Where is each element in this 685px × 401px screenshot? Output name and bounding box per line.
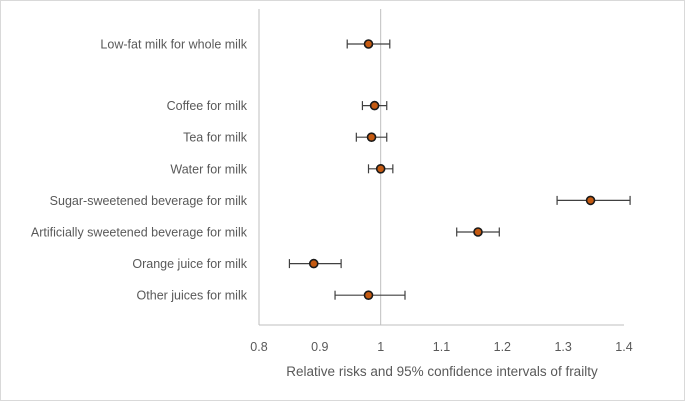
estimate-marker bbox=[473, 227, 483, 237]
x-axis-title: Relative risks and 95% confidence interv… bbox=[286, 364, 598, 379]
x-tick-label: 0.8 bbox=[250, 340, 267, 354]
x-ticks: 0.8 0.9 1 1.1 1.2 1.3 1.4 bbox=[250, 340, 632, 354]
estimate-marker bbox=[308, 258, 319, 269]
estimate-marker bbox=[363, 290, 374, 301]
estimate-marker bbox=[363, 39, 374, 49]
x-tick-label: 0.9 bbox=[311, 340, 328, 354]
axes-layer bbox=[258, 9, 624, 326]
forest-row bbox=[346, 39, 391, 49]
category-label: Orange juice for milk bbox=[132, 257, 247, 271]
estimate-marks bbox=[288, 39, 631, 301]
forest-row bbox=[334, 290, 406, 301]
forest-row bbox=[288, 258, 342, 269]
forest-row bbox=[456, 227, 500, 237]
category-label: Coffee for milk bbox=[167, 99, 248, 113]
category-label: Sugar-sweetened beverage for milk bbox=[50, 194, 248, 208]
x-tick-label: 1.1 bbox=[433, 340, 450, 354]
estimate-marker bbox=[369, 100, 380, 111]
forest-row bbox=[367, 164, 394, 174]
x-tick-label: 1.2 bbox=[494, 340, 511, 354]
category-label: Low-fat milk for whole milk bbox=[100, 38, 247, 52]
category-labels: Low-fat milk for whole milk Coffee for mi… bbox=[31, 38, 248, 303]
x-tick-label: 1 bbox=[377, 340, 384, 354]
estimate-marker bbox=[366, 132, 377, 142]
estimate-marker bbox=[585, 195, 596, 206]
estimate-marker bbox=[375, 164, 386, 174]
forest-row bbox=[361, 100, 388, 111]
category-label: Tea for milk bbox=[183, 131, 248, 145]
category-label: Water for milk bbox=[170, 162, 247, 176]
category-label: Other juices for milk bbox=[137, 289, 248, 303]
forest-row bbox=[556, 195, 631, 206]
x-tick-label: 1.3 bbox=[554, 340, 571, 354]
x-tick-label: 1.4 bbox=[615, 340, 632, 354]
forest-row bbox=[355, 132, 388, 142]
category-label: Artificially sweetened beverage for milk bbox=[31, 226, 248, 240]
